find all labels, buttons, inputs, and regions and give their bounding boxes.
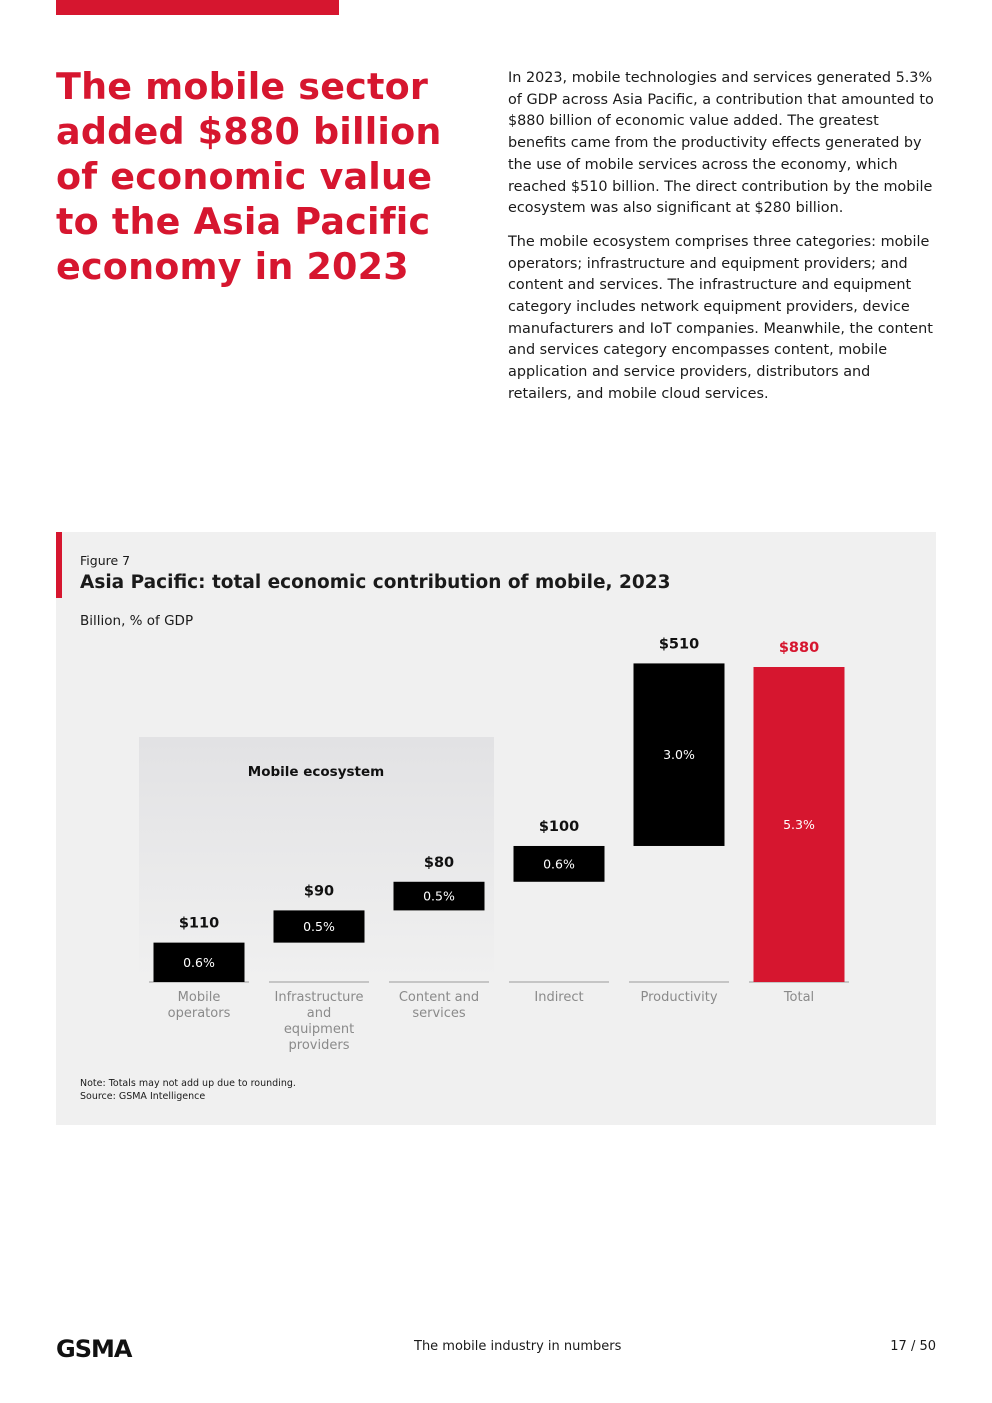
category-label: providers <box>289 1038 350 1053</box>
gsma-logo: GSMA <box>56 1336 134 1360</box>
figure-note: Note: Totals may not add up due to round… <box>80 1077 296 1103</box>
note-text: Note: Totals may not add up due to round… <box>80 1078 296 1089</box>
bar <box>633 663 725 846</box>
figure-label: Figure 7 <box>80 553 131 568</box>
footer-title: The mobile industry in numbers <box>414 1339 622 1354</box>
category-label: equipment <box>284 1022 354 1037</box>
category-label: and <box>307 1006 331 1021</box>
top-accent-bar <box>56 0 339 15</box>
bar <box>753 667 845 982</box>
bar <box>393 881 485 911</box>
category-label: Mobile <box>178 990 221 1005</box>
body-paragraph-1: In 2023, mobile technologies and service… <box>508 70 934 217</box>
body-text: In 2023, mobile technologies and service… <box>508 68 938 418</box>
figure-units: Billion, % of GDP <box>80 613 194 629</box>
body-paragraph-2: The mobile ecosystem comprises three cat… <box>508 233 933 402</box>
source-text: Source: GSMA Intelligence <box>80 1091 206 1102</box>
bar-gdp-label: 3.0% <box>663 747 695 762</box>
gsma-logo-text: GSMA <box>56 1336 133 1360</box>
figure-accent-bar <box>56 532 62 598</box>
bar <box>153 942 245 982</box>
bar <box>513 845 605 882</box>
bar-gdp-label: 0.5% <box>423 889 455 904</box>
category-label: services <box>412 1006 466 1021</box>
bar-value-label: $880 <box>779 640 819 656</box>
bar-gdp-label: 5.3% <box>783 817 815 832</box>
category-label: Indirect <box>534 990 583 1005</box>
bar-value-label: $80 <box>424 855 454 871</box>
ecosystem-group-label: Mobile ecosystem <box>248 764 384 780</box>
bar-value-label: $90 <box>304 883 334 899</box>
category-label: Infrastructure <box>275 990 364 1005</box>
category-label: Content and <box>399 990 479 1005</box>
figure-title: Asia Pacific: total economic contributio… <box>80 572 671 593</box>
bar-value-label: $100 <box>539 819 579 835</box>
page-number: 17 / 50 <box>890 1339 936 1354</box>
bar-value-label: $110 <box>179 916 219 932</box>
category-label: Total <box>783 990 814 1005</box>
page-headline: The mobile sector added $880 billion of … <box>56 65 442 288</box>
category-label: operators <box>168 1006 231 1021</box>
bar-gdp-label: 0.6% <box>543 856 575 871</box>
category-label: Productivity <box>640 990 717 1005</box>
bar-value-label: $510 <box>659 636 699 652</box>
bar-gdp-label: 0.6% <box>183 955 215 970</box>
bar <box>273 910 365 943</box>
bar-gdp-label: 0.5% <box>303 919 335 934</box>
